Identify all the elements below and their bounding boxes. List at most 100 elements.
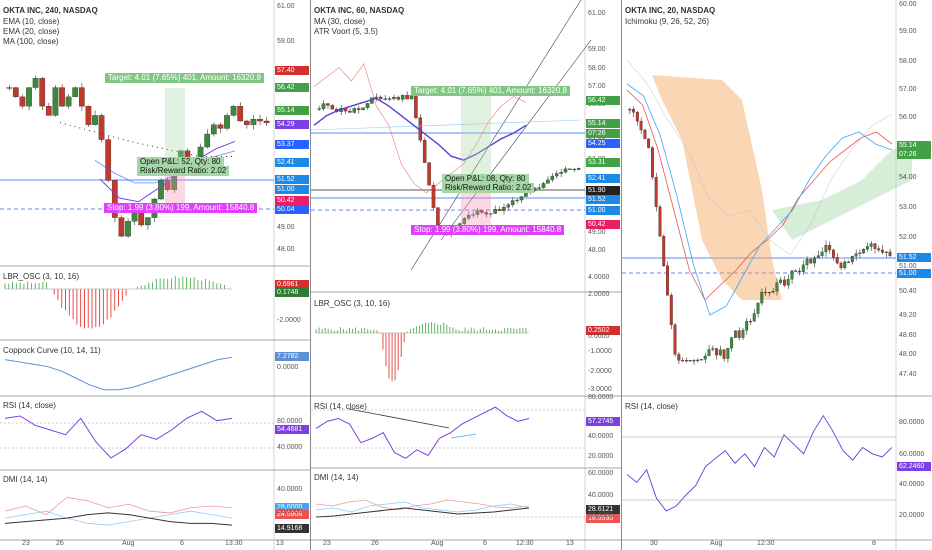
candle [572,168,577,172]
price-label: 07:26 [586,129,620,138]
time-tick: 23 [323,540,331,547]
candle [843,259,847,270]
price-tick: 58.00 [588,65,606,72]
indicator-value: 54.4681 [275,425,309,434]
indicator-value: 0.1748 [275,288,309,297]
candle [392,94,396,101]
candle [59,84,65,107]
indicator-value: 28.6121 [586,505,620,514]
price-label: 56.42 [586,96,620,105]
candle [471,211,475,218]
time-tick: Aug [122,540,135,547]
indicator-tick: 60.0000 [899,451,925,458]
indicator-legend[interactable]: EMA (10, close) [3,17,60,26]
indicator-tick: 40.0000 [277,444,303,451]
price-tick: 48.60 [899,332,917,339]
candle [374,93,379,102]
price-tick: 51.00 [899,263,917,270]
candle [92,110,98,126]
indicator-tick: 0.0000 [277,364,299,371]
candle [257,114,263,126]
candle [782,276,786,288]
candle [352,107,357,114]
candle [524,192,528,197]
stop-label: Stop: 1.99 (3.80%) 199, Amount: 15840.8 [104,203,258,213]
overlay-line [313,62,527,194]
indicator-value: 0.2502 [586,326,620,335]
indicator-legend[interactable]: EMA (20, close) [3,27,60,36]
candle [217,122,224,133]
risk-reward-label: Risk/Reward Ratio: 2.02 [137,166,230,176]
candle [662,234,666,268]
price-tick: 48.00 [277,246,295,253]
candle [164,177,171,192]
candle [26,87,32,111]
chart-pane-60[interactable]: OKTA INC, 60, NASDAQ MA (30, close) ATR Vo… [311,0,622,550]
candle [546,176,550,184]
indicator-line [4,510,233,526]
candle [847,260,850,263]
candle [387,96,392,102]
candle [78,82,85,111]
price-label: 51.52 [275,175,309,184]
price-tick: 61.00 [277,3,295,10]
indicator-legend[interactable]: ATR Voort (5, 3.5) [314,27,378,36]
candle [554,170,559,179]
stop-label: Stop: 1.99 (3.80%) 199, Amount: 15840.8 [411,225,565,235]
indicator-tick: 20.0000 [588,453,614,460]
price-tick: 54.00 [899,174,917,181]
time-tick: 30 [650,540,658,547]
candle [688,359,692,362]
indicator-tick: 20.0000 [277,508,303,515]
chart-canvas[interactable] [311,0,621,550]
price-label: 50.42 [586,220,620,229]
candle [722,348,726,362]
price-tick: 48.00 [588,247,606,254]
chart-pane-240[interactable]: OKTA INC, 240, NASDAQ EMA (10, close) EMA … [0,0,311,550]
candle [6,85,13,91]
overlay-line [59,122,235,158]
candle [730,336,734,352]
indicator-legend[interactable]: MA (30, close) [314,17,366,26]
osc-title: LBR_OSC (3, 10, 16) [3,272,80,281]
price-label: 54.25 [586,139,620,148]
candle [493,205,497,215]
candle [760,288,764,306]
indicator-tick: 40.0000 [588,492,614,499]
candle [681,357,685,362]
candle [506,202,511,211]
price-tick: 57.00 [588,83,606,90]
candle [45,102,52,116]
candle [250,114,257,130]
price-label: 52.41 [586,174,620,183]
candle [666,261,669,296]
indicator-tick: 80.0000 [277,418,303,425]
candle [125,218,131,238]
candle [832,248,835,261]
candle [752,308,756,322]
candle [805,256,809,270]
price-tick: 50.40 [899,288,917,295]
chart-canvas[interactable] [622,0,932,550]
indicator-legend[interactable]: MA (100, close) [3,37,59,46]
price-tick: 49.00 [588,229,606,236]
time-tick: 23 [22,540,30,547]
price-label: 50.04 [275,205,309,214]
time-tick: 6 [483,540,487,547]
indicator-legend[interactable]: Ichimoku (9, 26, 52, 26) [625,17,710,26]
candle [224,113,230,131]
price-label: 51.52 [586,195,620,204]
candle [881,245,884,255]
candle [692,358,696,365]
price-label: 51.52 [897,253,931,262]
candle [677,352,681,365]
overlay-line [313,97,527,161]
candle [559,168,563,178]
dmi-title: DMI (14, 14) [314,473,359,482]
chart-pane-20[interactable]: OKTA INC, 20, NASDAQ Ichimoku (9, 26, 52,… [622,0,932,550]
price-tick: 56.00 [899,114,917,121]
price-label: 07:26 [897,150,931,159]
candle [820,247,824,258]
candle [737,327,741,341]
time-tick: 8 [872,540,876,547]
